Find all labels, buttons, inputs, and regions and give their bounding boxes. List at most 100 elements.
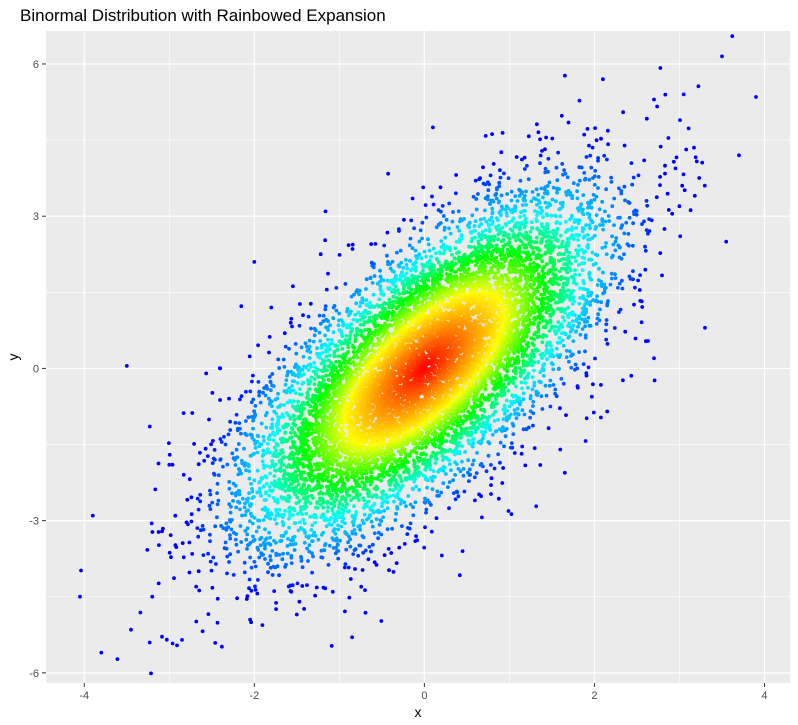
data-point (489, 253, 494, 258)
data-point (390, 462, 394, 467)
data-point (490, 400, 495, 405)
data-point (593, 227, 598, 231)
data-point (330, 341, 335, 346)
data-point (503, 374, 508, 379)
data-point (408, 502, 413, 507)
data-point (570, 196, 575, 201)
data-point (554, 346, 559, 351)
data-point (600, 219, 605, 224)
data-point (617, 310, 621, 314)
data-point (528, 415, 532, 420)
data-point (617, 186, 621, 191)
data-point (352, 346, 357, 350)
data-point (573, 313, 577, 317)
data-point (360, 300, 365, 305)
data-point (458, 267, 463, 272)
data-point (424, 445, 428, 449)
data-point (425, 260, 430, 265)
data-point (543, 200, 548, 205)
data-point (208, 539, 212, 544)
data-point (391, 282, 395, 287)
data-point (274, 448, 278, 453)
data-point (249, 565, 254, 570)
data-point (462, 414, 467, 418)
data-point (545, 301, 550, 306)
data-point (251, 495, 256, 499)
data-point (252, 559, 257, 564)
data-point (586, 315, 591, 320)
data-point (210, 585, 215, 590)
data-point (264, 425, 269, 430)
data-point (542, 373, 546, 378)
data-point (353, 567, 357, 571)
data-point (249, 620, 254, 625)
data-point (403, 456, 408, 461)
data-point (678, 118, 682, 122)
data-point (397, 545, 402, 550)
data-point (564, 355, 569, 360)
data-point (573, 268, 577, 272)
data-point (457, 228, 462, 233)
data-point (170, 641, 175, 646)
data-point (228, 419, 233, 424)
data-point (209, 442, 214, 447)
data-point (326, 378, 331, 382)
data-point (252, 414, 257, 419)
data-point (335, 549, 339, 553)
data-point (190, 552, 195, 556)
data-point (473, 228, 477, 233)
data-point (505, 192, 510, 196)
data-point (532, 368, 536, 373)
data-point (534, 504, 539, 509)
data-point (187, 477, 192, 482)
data-point (469, 430, 474, 435)
data-point (224, 546, 229, 551)
data-point (289, 430, 293, 435)
data-point (754, 95, 758, 99)
data-point (356, 553, 361, 558)
data-point (453, 497, 458, 502)
data-point (724, 239, 729, 244)
data-point (395, 250, 399, 255)
data-point (587, 272, 591, 277)
data-point (500, 265, 505, 270)
data-point (521, 427, 526, 432)
data-point (382, 508, 387, 513)
data-point (636, 278, 640, 283)
data-point (321, 530, 326, 535)
data-point (663, 92, 668, 97)
data-point (351, 360, 356, 364)
data-point (457, 573, 462, 578)
data-point (245, 594, 250, 598)
data-point (283, 489, 288, 493)
data-point (577, 321, 582, 326)
data-point (278, 469, 283, 473)
data-point (605, 342, 610, 346)
data-point (559, 376, 564, 381)
data-point (185, 497, 190, 502)
data-point (548, 378, 553, 383)
data-point (236, 442, 241, 446)
data-point (470, 462, 475, 467)
data-point (314, 328, 318, 333)
data-point (520, 386, 524, 391)
data-point (517, 227, 522, 232)
data-point (566, 254, 570, 259)
data-point (268, 558, 273, 563)
data-point (466, 409, 471, 414)
data-point (384, 492, 388, 497)
data-point (298, 302, 302, 306)
data-point (344, 547, 349, 552)
data-point (388, 494, 392, 499)
data-point (517, 332, 521, 337)
data-point (586, 233, 590, 237)
data-point (276, 422, 280, 427)
data-point (124, 364, 129, 368)
data-point (258, 543, 263, 548)
data-point (678, 234, 683, 239)
data-point (216, 498, 221, 503)
data-point (367, 310, 372, 315)
data-point (511, 432, 516, 436)
data-point (164, 637, 169, 642)
data-point (428, 467, 433, 472)
